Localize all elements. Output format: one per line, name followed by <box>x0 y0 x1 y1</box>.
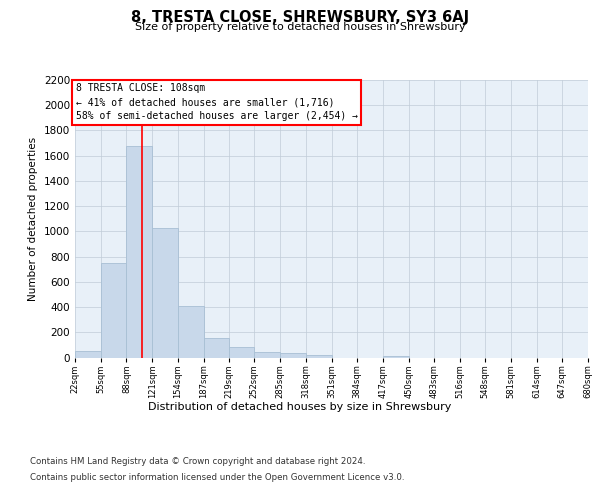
Bar <box>101 263 127 358</box>
Bar <box>127 146 152 358</box>
Text: Distribution of detached houses by size in Shrewsbury: Distribution of detached houses by size … <box>148 402 452 412</box>
Text: Contains HM Land Registry data © Crown copyright and database right 2024.: Contains HM Land Registry data © Crown c… <box>30 458 365 466</box>
Bar <box>306 355 332 358</box>
Text: Contains public sector information licensed under the Open Government Licence v3: Contains public sector information licen… <box>30 472 404 482</box>
Bar <box>383 356 409 358</box>
Bar <box>229 347 254 358</box>
Text: 8 TRESTA CLOSE: 108sqm
← 41% of detached houses are smaller (1,716)
58% of semi-: 8 TRESTA CLOSE: 108sqm ← 41% of detached… <box>76 83 358 121</box>
Bar <box>203 338 229 357</box>
Text: 8, TRESTA CLOSE, SHREWSBURY, SY3 6AJ: 8, TRESTA CLOSE, SHREWSBURY, SY3 6AJ <box>131 10 469 25</box>
Bar <box>178 306 203 358</box>
Y-axis label: Number of detached properties: Number of detached properties <box>28 136 38 301</box>
Bar <box>280 354 306 358</box>
Text: Size of property relative to detached houses in Shrewsbury: Size of property relative to detached ho… <box>134 22 466 32</box>
Bar <box>254 352 280 358</box>
Bar <box>75 351 101 358</box>
Bar <box>152 228 178 358</box>
